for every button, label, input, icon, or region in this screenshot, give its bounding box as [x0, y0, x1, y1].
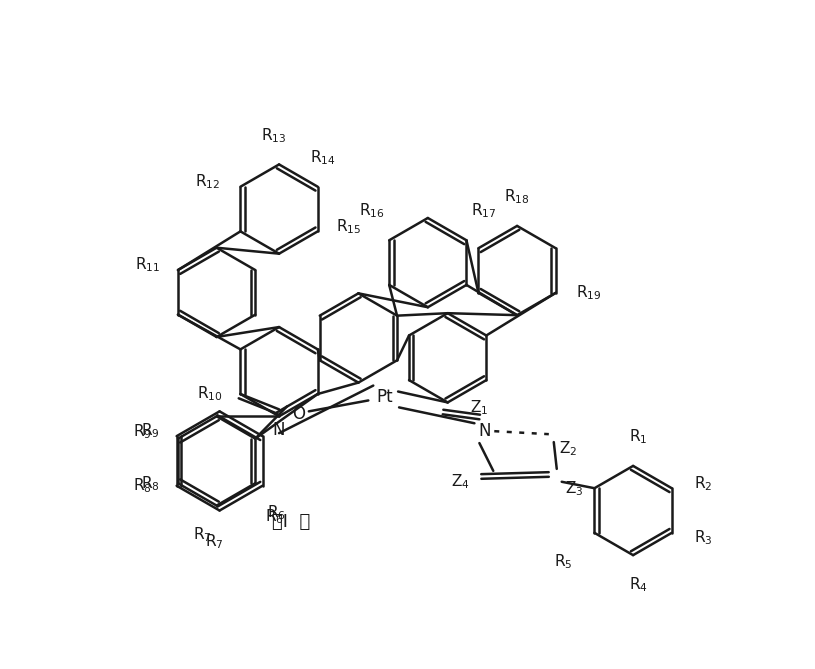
- Text: R$_{16}$: R$_{16}$: [359, 202, 384, 221]
- Text: Z$_2$: Z$_2$: [559, 439, 577, 458]
- Text: R$_{15}$: R$_{15}$: [336, 217, 361, 235]
- Text: R$_4$: R$_4$: [628, 575, 647, 593]
- Text: R$_1$: R$_1$: [629, 427, 647, 446]
- Text: R$_9$: R$_9$: [141, 421, 160, 440]
- Text: R$_{11}$: R$_{11}$: [134, 256, 160, 274]
- Text: （I  ）: （I ）: [272, 513, 310, 531]
- Text: R$_5$: R$_5$: [554, 553, 573, 571]
- Text: R$_7$: R$_7$: [193, 525, 212, 544]
- Text: Z$_1$: Z$_1$: [470, 398, 489, 417]
- Text: R$_2$: R$_2$: [694, 474, 712, 492]
- Text: Z$_4$: Z$_4$: [451, 472, 469, 491]
- Text: Pt: Pt: [377, 389, 394, 407]
- Text: R$_9$: R$_9$: [133, 422, 152, 441]
- Text: R$_3$: R$_3$: [694, 529, 712, 547]
- Text: Z$_3$: Z$_3$: [565, 480, 584, 498]
- Text: R$_{17}$: R$_{17}$: [471, 202, 497, 221]
- Text: R$_6$: R$_6$: [267, 503, 286, 522]
- Text: N: N: [478, 422, 491, 440]
- Text: R$_6$: R$_6$: [265, 508, 284, 527]
- Text: R$_{13}$: R$_{13}$: [262, 126, 287, 145]
- Text: R$_7$: R$_7$: [205, 533, 224, 551]
- Text: R$_{18}$: R$_{18}$: [504, 187, 530, 206]
- Text: R$_{19}$: R$_{19}$: [575, 284, 601, 302]
- Text: R$_8$: R$_8$: [133, 476, 152, 495]
- Text: R$_8$: R$_8$: [141, 474, 160, 492]
- Text: R$_{12}$: R$_{12}$: [196, 173, 221, 191]
- Text: O: O: [293, 405, 306, 423]
- Text: N: N: [273, 421, 285, 440]
- Text: R$_{10}$: R$_{10}$: [197, 385, 222, 403]
- Text: R$_{14}$: R$_{14}$: [310, 149, 336, 167]
